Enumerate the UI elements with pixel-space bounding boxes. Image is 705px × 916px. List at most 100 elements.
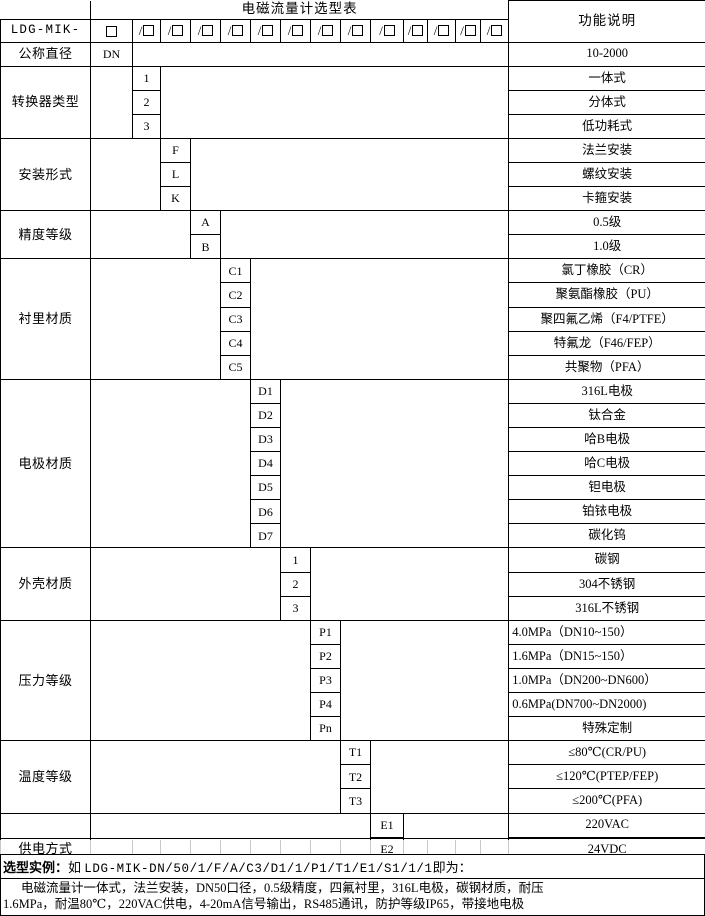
description-cell-1-0: 一体式	[508, 65, 705, 91]
code-cell-6-2[interactable]: 3	[280, 595, 311, 621]
code-cell-1-1[interactable]: 2	[132, 89, 161, 115]
description-cell-8-1: ≤120℃(PTEP/FEP)	[508, 764, 705, 790]
code-box-8[interactable]: /	[340, 18, 371, 43]
code-box-11[interactable]: /	[427, 18, 456, 43]
code-cell-5-4[interactable]: D5	[250, 475, 281, 501]
code-cell-8-0[interactable]: T1	[340, 740, 371, 766]
description-cell-3-1: 1.0级	[508, 234, 705, 260]
code-cell-5-2[interactable]: D3	[250, 426, 281, 453]
slash-separator: /	[197, 22, 202, 38]
table-row: D7 碳化钨	[1, 523, 705, 549]
table-row: 公称直径 DN 10-2000	[0, 41, 705, 67]
description-cell-2-2: 卡箍安装	[508, 186, 705, 212]
code-cell-7-4[interactable]: Pn	[310, 716, 341, 742]
code-cell-7-2[interactable]: P3	[310, 667, 341, 694]
description-cell-3-0: 0.5级	[508, 210, 705, 236]
empty-cell	[219, 210, 510, 260]
code-cell-1-0[interactable]: 1	[132, 65, 161, 91]
code-box-4[interactable]: /	[220, 18, 251, 43]
row-label-0: 公称直径	[0, 41, 91, 67]
description-cell-1-2: 低功耗式	[508, 113, 705, 139]
empty-cell	[159, 65, 510, 139]
code-cell-2-2[interactable]: K	[160, 186, 191, 212]
description-cell-5-3: 哈C电极	[508, 451, 705, 477]
model-code-row: LDG-MIK- / / / / / / / / / / / / /	[0, 18, 705, 43]
code-box-13[interactable]: /	[479, 18, 510, 43]
code-box-7[interactable]: /	[310, 18, 341, 43]
checkbox-icon	[464, 25, 476, 37]
checkbox-icon	[383, 25, 395, 37]
code-cell-6-0[interactable]: 1	[280, 547, 311, 573]
empty-cell	[131, 41, 510, 67]
table-row: 供电方式 E1 220VAC	[0, 812, 705, 886]
code-cell-5-1[interactable]: D2	[250, 402, 281, 429]
empty-cell	[90, 210, 191, 260]
code-cell-7-3[interactable]: P4	[310, 692, 341, 718]
code-cell-8-1[interactable]: T2	[340, 764, 371, 790]
code-box-5[interactable]: /	[250, 18, 281, 43]
slash-separator: /	[433, 22, 438, 38]
code-cell-3-1[interactable]: B	[190, 234, 221, 260]
code-cell-2-1[interactable]: L	[160, 161, 191, 188]
code-box-0[interactable]	[90, 18, 133, 43]
table-row: L 螺纹安装	[1, 161, 705, 188]
example-desc-text-2: 1.6MPa，耐温80℃，220VAC供电，4-20mA信号输出，RS485通讯…	[3, 896, 525, 911]
code-box-3[interactable]: /	[190, 18, 221, 43]
code-cell-7-0[interactable]: P1	[310, 619, 341, 645]
checkbox-icon	[106, 25, 117, 37]
description-cell-5-0: 316L电极	[508, 378, 705, 404]
slash-separator: /	[167, 22, 172, 38]
example-desc-line-2: 1.6MPa，耐温80℃，220VAC供电，4-20mA信号输出，RS485通讯…	[3, 897, 702, 913]
code-cell-5-0[interactable]: D1	[250, 378, 281, 404]
table-row: 3 316L不锈钢	[1, 595, 705, 621]
table-row: 温度等级 T1 ≤80℃(CR/PU)	[0, 740, 705, 814]
empty-cell	[189, 137, 510, 212]
example-as-label: 如	[68, 860, 82, 875]
checkbox-icon	[322, 25, 334, 37]
code-box-12[interactable]: /	[455, 18, 481, 43]
code-cell-5-6[interactable]: D7	[250, 523, 281, 549]
table-row: 精度等级 A 0.5级	[0, 210, 705, 260]
description-cell-4-1: 聚氨酯橡胶（PU）	[508, 282, 705, 308]
empty-cell	[90, 258, 221, 380]
code-box-1[interactable]: /	[132, 18, 161, 43]
code-cell-2-0[interactable]: F	[160, 137, 191, 163]
empty-cell	[249, 258, 510, 380]
code-cell-4-1[interactable]: C2	[220, 282, 251, 308]
description-cell-8-2: ≤200℃(PFA)	[508, 788, 705, 814]
code-cell-5-3[interactable]: D4	[250, 451, 281, 477]
code-box-9[interactable]: /	[370, 18, 404, 43]
selection-example-block: 选型实例：如 LDG-MIK-DN/50/1/F/A/C3/D1/1/P1/T1…	[0, 854, 705, 916]
table-row: P4 0.6MPa(DN700~DN2000)	[1, 692, 705, 718]
code-box-2[interactable]: /	[160, 18, 191, 43]
code-cell-7-1[interactable]: P2	[310, 643, 341, 669]
empty-cell	[90, 137, 161, 212]
title-spacer-left	[0, 0, 91, 19]
description-cell-5-1: 钛合金	[508, 402, 705, 429]
code-box-10[interactable]: /	[403, 18, 428, 43]
code-cell-6-1[interactable]: 2	[280, 571, 311, 597]
code-cell-4-3[interactable]: C4	[220, 330, 251, 356]
slash-separator: /	[486, 22, 491, 38]
code-cell-1-2[interactable]: 3	[132, 113, 161, 139]
code-cell-4-4[interactable]: C5	[220, 354, 251, 380]
description-cell-7-1: 1.6MPa（DN15~150）	[508, 643, 705, 669]
code-cell-9-0[interactable]: E1	[370, 812, 404, 838]
checkbox-icon	[143, 25, 155, 37]
checkbox-icon	[292, 25, 304, 37]
table-row: 衬里材质 C1 氯丁橡胶（CR）	[0, 258, 705, 380]
code-box-6[interactable]: /	[280, 18, 311, 43]
code-cell-3-0[interactable]: A	[190, 210, 221, 236]
code-cell-8-2[interactable]: T3	[340, 788, 371, 814]
code-cell-4-0[interactable]: C1	[220, 258, 251, 284]
code-cell-4-2[interactable]: C3	[220, 306, 251, 332]
table-row: D4 哈C电极	[1, 451, 705, 477]
description-cell-5-5: 铂铱电极	[508, 499, 705, 525]
description-cell-7-0: 4.0MPa（DN10~150）	[508, 619, 705, 645]
code-cell-0-0[interactable]: DN	[90, 41, 133, 67]
description-cell-5-4: 钽电极	[508, 475, 705, 501]
code-cell-5-5[interactable]: D6	[250, 499, 281, 525]
description-cell-7-4: 特殊定制	[508, 716, 705, 742]
